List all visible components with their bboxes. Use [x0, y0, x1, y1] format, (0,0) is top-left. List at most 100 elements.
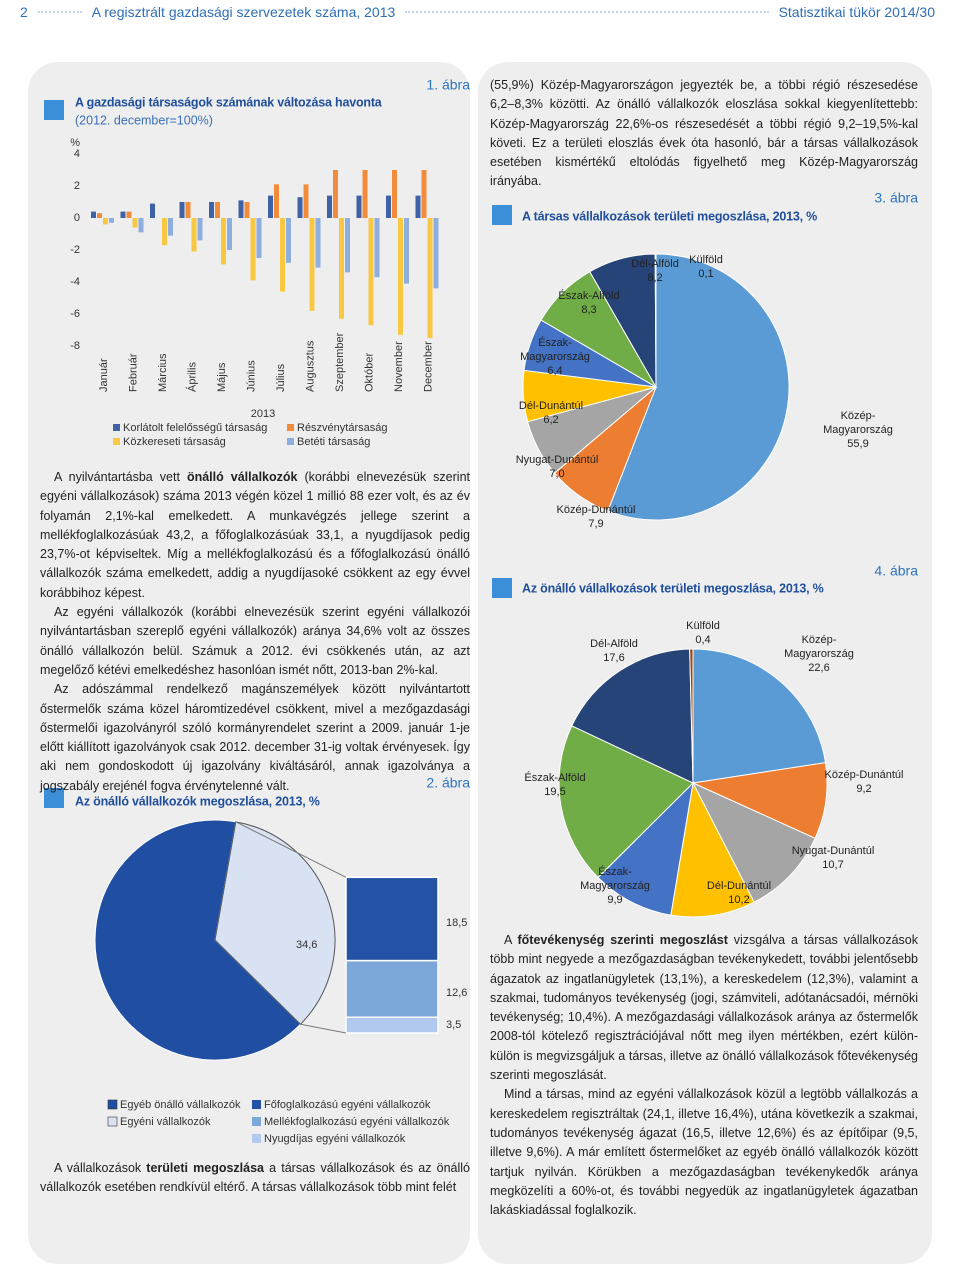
pie-label-name: Dél-Dunántúl	[706, 880, 772, 892]
text-run: Mind a társas, mind az egyéni vállalkozá…	[490, 1087, 918, 1218]
pie-label: Dél-Dunántúl 6,2	[505, 399, 597, 427]
pie-slice	[597, 781, 694, 916]
legend-swatch	[287, 438, 294, 445]
legend-label: Főfoglalkozású egyéni vállalkozók	[264, 1099, 431, 1111]
pie-label-value: 19,5	[544, 786, 566, 798]
chart-title: A társas vállalkozások területi megoszlá…	[522, 209, 817, 223]
value-label: 34,6	[296, 939, 317, 951]
header-publication: Statisztikai tükör 2014/30	[778, 4, 935, 20]
bar	[197, 218, 203, 241]
chart-title: Az önálló vállalkozások területi megoszl…	[522, 581, 824, 595]
pie-label-name: Észak-Magyarország	[580, 866, 650, 892]
legend-label: Egyéni vállalkozók	[120, 1116, 211, 1128]
text-run: Az egyéni vállalkozók (korábbi elnevezés…	[40, 605, 470, 677]
connector	[235, 821, 347, 878]
x-tick-label: Június	[245, 360, 257, 392]
legend-swatch	[287, 424, 294, 431]
pie-label: Közép-Dunántúl 7,9	[550, 503, 642, 531]
bar	[150, 203, 155, 218]
legend-label: Betéti társaság	[297, 436, 370, 448]
dotted-rule	[405, 11, 769, 13]
pie-slice	[670, 781, 755, 918]
x-tick-label: Október	[363, 353, 375, 392]
pie-slice	[558, 725, 694, 879]
page-number: 2	[20, 4, 28, 20]
pie-slice	[607, 253, 790, 521]
legend-swatch	[107, 1116, 118, 1127]
legend-swatch	[252, 1117, 261, 1126]
bar-segment	[345, 1016, 439, 1034]
bar	[303, 184, 309, 218]
legend-swatch	[252, 1100, 261, 1109]
bar	[256, 218, 262, 258]
pie-label: Dél-Alföld 17,6	[568, 637, 660, 665]
bar	[274, 184, 279, 218]
bar	[138, 218, 144, 233]
pie-label-name: Dél-Alföld	[590, 638, 638, 650]
bar	[103, 218, 108, 225]
pie-label: Dél-Alföld 8,2	[609, 257, 701, 285]
paragraph: (55,9%) Közép-Magyarországon jegyezték b…	[490, 76, 918, 192]
legend-label: Nyugdíjas egyéni vállalkozók	[264, 1133, 406, 1145]
bar	[421, 170, 427, 218]
bar	[162, 218, 167, 246]
pie-label: Közép-Magyarország 22,6	[773, 633, 865, 675]
pie-label-value: 8,2	[647, 272, 663, 284]
bold-text: önálló vállalkozók	[186, 470, 298, 484]
text-block: A nyilvántartásba vett önálló vállalkozó…	[40, 468, 470, 796]
bar	[250, 218, 256, 281]
text-run: A	[504, 933, 518, 947]
bar	[91, 211, 96, 218]
bar	[398, 218, 403, 335]
text-block: A főtevékenység szerinti megoszlást vizs…	[490, 931, 918, 1220]
y-axis-label: %	[70, 137, 80, 149]
page-header: 2 A regisztrált gazdasági szervezetek sz…	[20, 2, 935, 22]
x-tick-label: December	[422, 341, 434, 392]
pie-label: Észak-Alföld 19,5	[509, 771, 601, 799]
pie-label: Külföld 0,1	[660, 253, 752, 281]
y-tick-label: -4	[70, 276, 80, 288]
pie-label-value: 17,6	[603, 652, 625, 664]
text-run: vizsgálva a társas vállalkozások több mi…	[490, 933, 918, 1083]
y-tick-label: 4	[74, 148, 80, 160]
pie-label-name: Észak-Alföld	[558, 290, 620, 302]
chart-title: Az önálló vállalkozók megoszlása, 2013, …	[75, 794, 320, 808]
bar	[392, 170, 397, 218]
x-tick-label: Szeptember	[334, 332, 346, 392]
pie-label-value: 6,2	[543, 414, 559, 426]
pie-label-name: Külföld	[686, 620, 720, 632]
pie-label-name: Nyugat-Dunántúl	[791, 845, 875, 857]
bar	[120, 211, 126, 218]
bar	[415, 195, 421, 218]
bar	[268, 195, 273, 218]
dotted-rule	[37, 11, 82, 13]
bold-text: főtevékenység szerinti megoszlást	[517, 933, 728, 947]
pie-label-name: Észak-Magyarország	[520, 337, 590, 363]
bar	[238, 200, 244, 218]
pie-label-name: Közép-Dunántúl	[824, 769, 904, 781]
bar	[286, 218, 291, 263]
title-marker	[44, 100, 64, 120]
value-label: 18,5	[446, 917, 467, 929]
paragraph: A főtevékenység szerinti megoszlást vizs…	[490, 931, 918, 1085]
pie-slice	[94, 819, 302, 1061]
bar	[345, 218, 350, 273]
bar	[168, 218, 173, 236]
text-run: a társas vállalkozások és az önálló váll…	[40, 1161, 471, 1195]
pie-slice	[689, 648, 694, 784]
bar	[339, 218, 344, 319]
pie-label-name: Dél-Dunántúl	[518, 400, 584, 412]
connector	[300, 1023, 347, 1034]
bar	[280, 218, 285, 292]
pie-label-name: Közép-Dunántúl	[556, 504, 636, 516]
bar	[356, 195, 362, 218]
pie-label: Dél-Dunántúl 10,2	[693, 879, 785, 907]
bar-segment	[345, 959, 439, 1018]
legend-swatch	[113, 438, 120, 445]
x-tick-label: Január	[98, 358, 110, 392]
pie-label-value: 10,2	[728, 894, 750, 906]
bar	[215, 202, 220, 218]
